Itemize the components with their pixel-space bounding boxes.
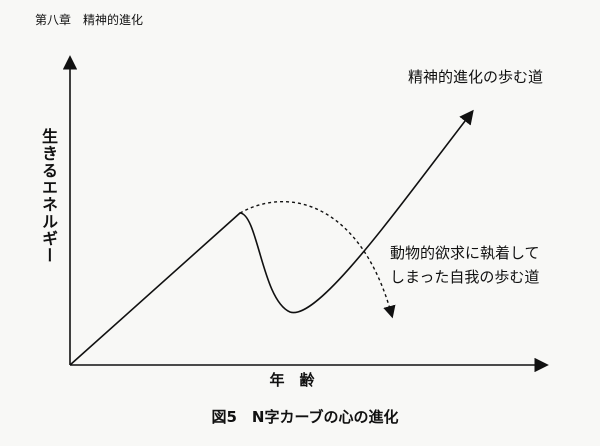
animal-path-label: 動物的欲求に執着して xyxy=(390,244,540,262)
page-header: 第八章 精神的進化 xyxy=(35,12,143,27)
spiritual-path-curve xyxy=(69,109,474,366)
y-axis-label: 生きるエネルギー xyxy=(39,128,58,264)
animal-path-label: しまった自我の歩む道 xyxy=(390,268,539,286)
spiritual-path-label: 精神的進化の歩む道 xyxy=(408,68,543,86)
x-axis-label: 年 齢 xyxy=(269,371,315,389)
animal-path-curve xyxy=(239,200,396,319)
figure-caption: 図5 N字カーブの心の進化 xyxy=(211,408,398,426)
